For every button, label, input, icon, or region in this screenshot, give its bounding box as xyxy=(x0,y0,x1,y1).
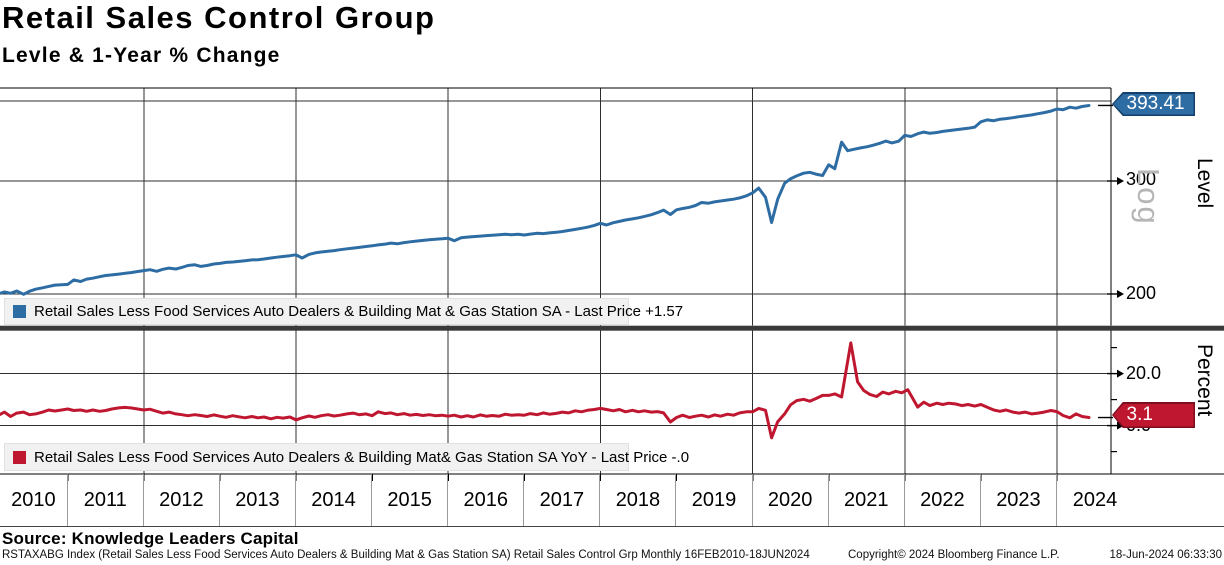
footer-ticker-description: RSTAXABG Index (Retail Sales Less Food S… xyxy=(2,549,810,561)
last-price-badge-percent[interactable]: 3.1 xyxy=(1112,402,1195,428)
x-axis-year-label-2012: 2012 xyxy=(144,474,220,526)
legend-yoy[interactable]: Retail Sales Less Food Services Auto Dea… xyxy=(4,443,689,471)
log-scale-label[interactable]: Log xyxy=(1131,168,1166,226)
x-axis-year-label-2024: 2024 xyxy=(1072,488,1118,511)
x-axis-year-label-2019: 2019 xyxy=(677,474,753,526)
yoy-series-swatch-icon xyxy=(13,450,26,464)
percent-axis-label: Percent xyxy=(1193,344,1216,417)
last-price-badge-level[interactable]: 393.41 xyxy=(1112,92,1195,116)
footer-copyright: Copyright© 2024 Bloomberg Finance L.P. xyxy=(848,549,1060,561)
footer-datetime: 18-Jun-2024 06:33:30 xyxy=(1109,549,1222,561)
x-axis-year-label-2017: 2017 xyxy=(524,474,601,526)
legend-level-label: Retail Sales Less Food Services Auto Dea… xyxy=(34,303,684,320)
source-attribution: Source: Knowledge Leaders Capital xyxy=(2,529,299,548)
series-line-top[interactable] xyxy=(0,104,1091,296)
y-tick-label-300: 300 xyxy=(1126,169,1157,189)
x-axis-year-label-2020: 2020 xyxy=(753,474,829,526)
series-line-bottom[interactable] xyxy=(0,341,1091,440)
last-price-badge-percent-value: 3.1 xyxy=(1113,403,1194,427)
page-title: Retail Sales Control Group xyxy=(2,0,436,35)
x-axis-year-label-2010: 2010 xyxy=(0,474,68,526)
x-axis-year-label-2016: 2016 xyxy=(448,474,525,526)
page-subtitle: Levle & 1-Year % Change xyxy=(2,44,281,67)
x-axis-year-label-2014: 2014 xyxy=(296,474,373,526)
legend-yoy-label: Retail Sales Less Food Services Auto Dea… xyxy=(34,448,690,466)
legend-level[interactable]: Retail Sales Less Food Services Auto Dea… xyxy=(4,298,683,325)
footer-bar: RSTAXABG Index (Retail Sales Less Food S… xyxy=(0,549,1224,563)
x-axis-year-label-2013: 2013 xyxy=(220,474,296,526)
x-axis-year-label-2023: 2023 xyxy=(981,474,1057,526)
y-tick-label-20: 20.0 xyxy=(1126,363,1162,383)
x-axis-year-label-2011: 2011 xyxy=(68,474,144,526)
level-series-swatch-icon xyxy=(13,305,26,318)
x-axis-year-label-2018: 2018 xyxy=(600,474,677,526)
y-tick-label-200: 200 xyxy=(1126,283,1157,303)
last-price-badge-level-value: 393.41 xyxy=(1113,93,1194,115)
x-axis-year-label-2021: 2021 xyxy=(829,474,905,526)
x-axis-year-label-2022: 2022 xyxy=(905,474,981,526)
x-axis: 2010 2011 2012 2013 2014 2015 2016 2017 2018 2019… xyxy=(0,474,1224,527)
x-axis-year-label-2015: 2015 xyxy=(372,474,449,526)
level-axis-label: Level xyxy=(1193,158,1216,209)
